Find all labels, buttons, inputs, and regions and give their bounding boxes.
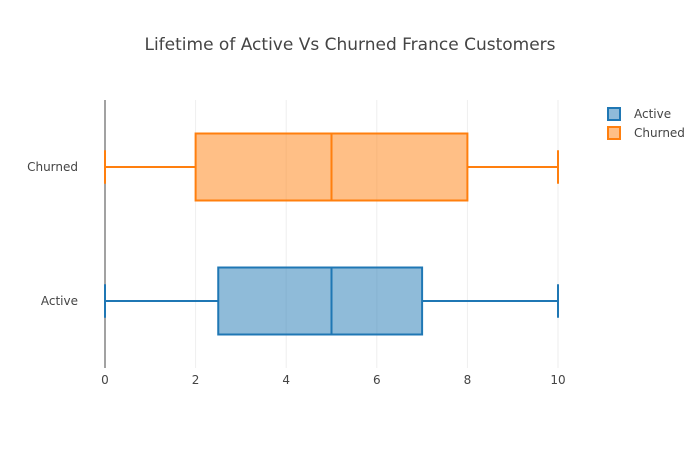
legend[interactable]: Active Churned xyxy=(607,107,685,140)
y-tick-label: Churned xyxy=(27,160,78,174)
legend-label: Churned xyxy=(634,126,685,140)
x-tick-label: 6 xyxy=(373,373,381,387)
legend-label: Active xyxy=(634,107,671,121)
legend-swatch xyxy=(607,126,621,140)
x-axis-ticks: 0 2 4 6 8 10 xyxy=(101,373,565,387)
iqr-box xyxy=(217,266,424,336)
x-tick-label: 2 xyxy=(192,373,200,387)
chart-title: Lifetime of Active Vs Churned France Cus… xyxy=(144,35,555,55)
box-churned[interactable] xyxy=(104,132,559,202)
x-tick-label: 4 xyxy=(282,373,290,387)
x-tick-label: 0 xyxy=(101,373,109,387)
box-active[interactable] xyxy=(104,266,559,336)
x-tick-label: 8 xyxy=(464,373,472,387)
x-tick-label: 10 xyxy=(550,373,565,387)
y-axis-ticks: Active Churned xyxy=(27,160,78,308)
legend-swatch xyxy=(607,107,621,121)
y-tick-label: Active xyxy=(41,294,78,308)
legend-item-active[interactable]: Active xyxy=(607,107,671,121)
legend-item-churned[interactable]: Churned xyxy=(607,126,685,140)
box-series xyxy=(104,132,559,336)
